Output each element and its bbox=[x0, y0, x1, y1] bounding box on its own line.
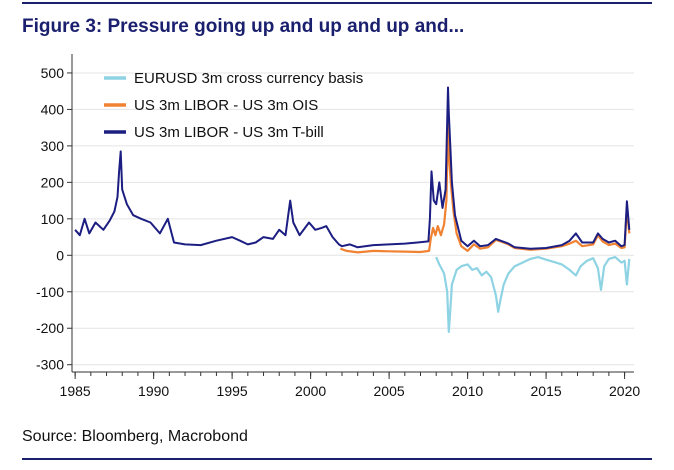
chart-grid bbox=[72, 72, 634, 366]
series-line-3 bbox=[74, 86, 631, 250]
chart-series bbox=[74, 86, 631, 333]
line-chart: 500 400 300 200 100 0 -100 -200 -300 1985 1990 1995… bbox=[36, 54, 640, 399]
legend-label: US 3m LIBOR - US 3m T-bill bbox=[134, 124, 324, 141]
series-line-1 bbox=[435, 256, 631, 333]
header-rule bbox=[22, 2, 652, 4]
legend-label: US 3m LIBOR - US 3m OIS bbox=[134, 97, 318, 114]
x-tick-label: 2010 bbox=[452, 383, 483, 399]
chart-axes: 500 400 300 200 100 0 -100 -200 -300 1985 1990 1995… bbox=[36, 54, 640, 399]
x-tick-label: 2015 bbox=[531, 383, 562, 399]
x-tick-label: 1995 bbox=[217, 383, 248, 399]
figure-title: Figure 3: Pressure going up and up and u… bbox=[22, 16, 465, 37]
x-tick-label: 2000 bbox=[295, 383, 326, 399]
y-tick-label: -100 bbox=[36, 284, 64, 300]
y-tick-label: 100 bbox=[41, 211, 65, 227]
series-line-2 bbox=[340, 121, 631, 254]
y-tick-label: 300 bbox=[41, 138, 65, 154]
y-tick-label: 400 bbox=[41, 101, 65, 117]
y-tick-label: -200 bbox=[36, 320, 64, 336]
y-tick-label: 0 bbox=[56, 247, 64, 263]
x-tick-label: 1990 bbox=[138, 383, 169, 399]
x-tick-label: 1985 bbox=[60, 383, 91, 399]
y-tick-label: 200 bbox=[41, 174, 65, 190]
legend-label: EURUSD 3m cross currency basis bbox=[134, 70, 363, 87]
source-note: Source: Bloomberg, Macrobond bbox=[22, 428, 248, 445]
footer-rule bbox=[22, 458, 652, 460]
chart-legend: EURUSD 3m cross currency basis US 3m LIBO… bbox=[104, 70, 363, 141]
y-tick-label: -300 bbox=[36, 357, 64, 373]
x-tick-label: 2005 bbox=[374, 383, 405, 399]
y-tick-label: 500 bbox=[41, 65, 65, 81]
x-tick-label: 2020 bbox=[609, 383, 640, 399]
